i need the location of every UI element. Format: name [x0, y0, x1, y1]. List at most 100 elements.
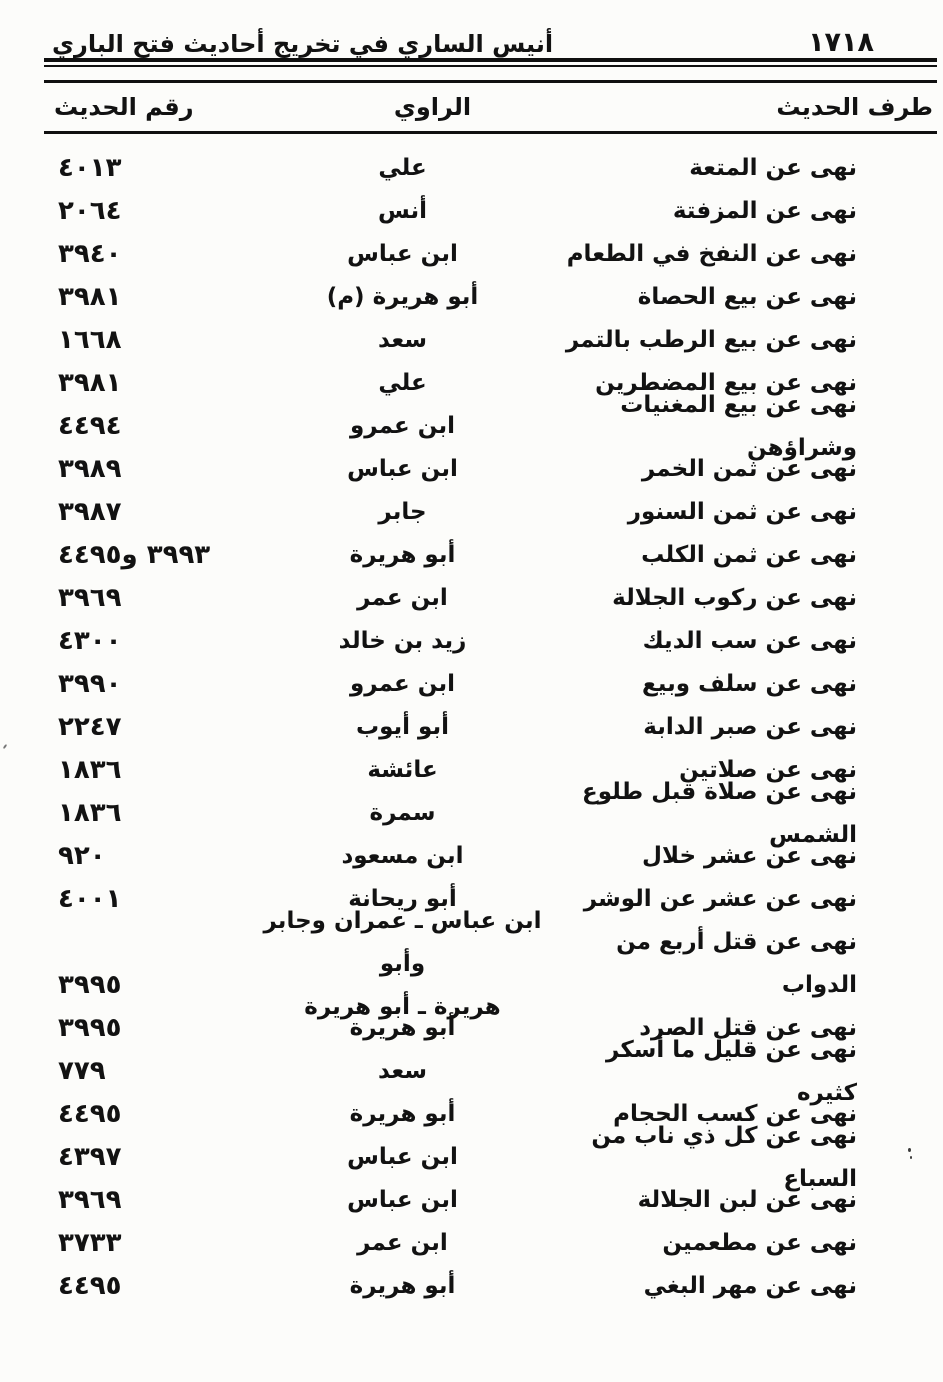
table-row: نهى عن صلاتين عائشة ١٨٣٦ [44, 749, 937, 792]
hadith-text: نهى عن بيع المغنيات وشراؤهن [620, 391, 857, 461]
narrator-name: ابن عباس [347, 456, 458, 482]
hadith-number: ٣٩٩٠ [58, 669, 122, 699]
hadith-number: ٣٩٨١ [58, 368, 122, 398]
table-row: نهى عن بيع الحصاة أبو هريرة (م) ٣٩٨١ [44, 276, 937, 319]
table-row: نهى عن قليل ما أسكر كثيره سعد ٧٧٩ [44, 1037, 937, 1106]
narrator-name: سعد [378, 327, 427, 353]
hadith-number: ٩٢٠ [58, 841, 106, 871]
book-title: أنيس الساري في تخريج أحاديث فتح الباري [52, 30, 554, 58]
table-row: نهى عن ثمن السنور جابر ٣٩٨٧ [44, 491, 937, 534]
narrator-name: أبو هريرة [349, 1015, 456, 1041]
hadith-text: نهى عن سلف وبيع [642, 671, 857, 697]
hadith-number: ٧٧٩ [58, 1056, 106, 1086]
hadith-text: نهى عن صلاة قبل طلوع الشمس [582, 778, 857, 848]
hadith-number: ٣٩٦٩ [58, 1185, 122, 1215]
narrator-name: أبو هريرة [349, 1273, 456, 1299]
narrator-name: أنس [377, 198, 428, 224]
head-divider-rule [44, 58, 937, 67]
narrator-name: ابن عمر [357, 1230, 448, 1256]
column-header-hadith: طرف الحديث [776, 93, 933, 121]
hadith-text: نهى عن ثمن الخمر [641, 456, 857, 482]
hadith-text: نهى عن بيع الرطب بالتمر [565, 327, 857, 353]
narrator-name: أبو ريحانة [348, 886, 457, 912]
hadith-text: نهى عن عشر عن الوشر [583, 886, 857, 912]
narrator-name: سمرة [369, 800, 436, 826]
hadith-text: نهى عن لبن الجلالة [637, 1187, 857, 1213]
hadith-text: نهى عن بيع الحصاة [637, 284, 857, 310]
table-row: نهى عن بيع المضطرين علي ٣٩٨١ [44, 362, 937, 405]
table-header-rule [44, 131, 937, 134]
narrator-name: أبو هريرة (م) [326, 284, 479, 310]
hadith-number: ٣٩٨٩ [58, 454, 122, 484]
hadith-text: نهى عن النفخ في الطعام [566, 241, 857, 267]
hadith-number: ٢٢٤٧ [58, 712, 122, 742]
hadith-number: ٤٤٩٤ [58, 411, 122, 441]
hadith-number: ٣٩٩٥ [58, 1013, 122, 1043]
hadith-number: ٣٩٤٠ [58, 239, 122, 269]
table-row: نهى عن المتعة علي ٤٠١٣ [44, 147, 937, 190]
narrator-name: أبو هريرة [349, 1101, 456, 1127]
table-row: نهى عن قتل أربع من الدواب ابن عباس ـ عمر… [44, 908, 937, 1020]
hadith-number: ٣٩٩٣ و٤٤٩٥ [58, 540, 211, 570]
table-row: نهى عن بيع المغنيات وشراؤهن ابن عمرو ٤٤٩… [44, 392, 937, 461]
hadith-text: نهى عن ركوب الجلالة [612, 585, 857, 611]
narrator-name: ابن مسعود [341, 843, 464, 869]
hadith-number: ٤٣٩٧ [58, 1142, 122, 1172]
narrator-name: سعد [378, 1058, 427, 1084]
table-row: نهى عن لبن الجلالة ابن عباس ٣٩٦٩ [44, 1179, 937, 1222]
table-row: نهى عن ثمن الكلب أبو هريرة ٣٩٩٣ و٤٤٩٥ [44, 534, 937, 577]
hadith-text: نهى عن صبر الدابة [643, 714, 857, 740]
hadith-number: ٤٤٩٥ [58, 1271, 122, 1301]
scan-speck [2, 743, 8, 750]
hadith-text: نهى عن قتل أربع من الدواب [616, 929, 857, 998]
hadith-text: نهى عن مطعمين [662, 1230, 857, 1256]
narrator-name: زيد بن خالد [338, 628, 467, 654]
narrator-name: ابن عباس ـ عمران وجابر وأبو هريرة ـ أبو ه… [263, 907, 542, 1020]
hadith-number: ١٨٣٦ [58, 798, 122, 828]
table-row: نهى عن صبر الدابة أبو أيوب ٢٢٤٧ [44, 706, 937, 749]
scan-speck [908, 1148, 911, 1152]
narrator-name: ابن عباس [347, 1144, 458, 1170]
table-row: نهى عن المزفتة أنس ٢٠٦٤ [44, 190, 937, 233]
table-row: نهى عن عشر خلال ابن مسعود ٩٢٠ [44, 835, 937, 878]
table-row: نهى عن مهر البغي أبو هريرة ٤٤٩٥ [44, 1265, 937, 1308]
table-header-row: طرف الحديث الراوي رقم الحديث [44, 83, 937, 131]
narrator-name: علي [378, 370, 427, 396]
hadith-text: نهى عن كسب الحجام [613, 1101, 857, 1127]
hadith-text: نهى عن مهر البغي [643, 1273, 857, 1299]
table-row: نهى عن كسب الحجام أبو هريرة ٤٤٩٥ [44, 1093, 937, 1136]
hadith-text: نهى عن قتل الصرد [639, 1015, 857, 1041]
hadith-text: نهى عن بيع المضطرين [595, 370, 857, 396]
narrator-name: علي [378, 155, 427, 181]
column-header-narrator: الراوي [393, 93, 472, 121]
hadith-number: ٣٩٩٥ [58, 970, 122, 1000]
hadith-text: نهى عن سب الديك [642, 628, 857, 654]
hadith-text: نهى عن قليل ما أسكر كثيره [606, 1036, 857, 1106]
hadith-number: ٣٩٨١ [58, 282, 122, 312]
table-row: نهى عن صلاة قبل طلوع الشمس سمرة ١٨٣٦ [44, 779, 937, 848]
hadith-text: نهى عن كل ذي ناب من السباع [591, 1122, 857, 1192]
hadith-number: ٢٠٦٤ [58, 196, 122, 226]
narrator-name: ابن عمرو [350, 413, 455, 439]
narrator-name: عائشة [367, 757, 438, 783]
table-row: نهى عن سب الديك زيد بن خالد ٤٣٠٠ [44, 620, 937, 663]
hadith-text: نهى عن المزفتة [672, 198, 857, 224]
hadith-number: ٤٠١٣ [58, 153, 122, 183]
hadith-text: نهى عن ثمن الكلب [641, 542, 857, 568]
table-row: نهى عن مطعمين ابن عمر ٣٧٣٣ [44, 1222, 937, 1265]
hadith-number: ٤٠٠١ [58, 884, 122, 914]
narrator-name: أبو هريرة [349, 542, 456, 568]
narrator-name: ابن عمرو [350, 671, 455, 697]
hadith-number: ٤٣٠٠ [58, 626, 122, 656]
hadith-text: نهى عن عشر خلال [642, 843, 857, 869]
hadith-text: نهى عن صلاتين [679, 757, 857, 783]
table-row: نهى عن عشر عن الوشر أبو ريحانة ٤٠٠١ [44, 878, 937, 921]
table-row: نهى عن بيع الرطب بالتمر سعد ١٦٦٨ [44, 319, 937, 362]
column-header-number: رقم الحديث [54, 93, 194, 121]
hadith-number: ١٦٦٨ [58, 325, 122, 355]
narrator-name: ابن عمر [357, 585, 448, 611]
hadith-number: ٣٧٣٣ [58, 1228, 122, 1258]
table-row: نهى عن ركوب الجلالة ابن عمر ٣٩٦٩ [44, 577, 937, 620]
running-head: ١٧١٨ أنيس الساري في تخريج أحاديث فتح الب… [44, 22, 937, 58]
